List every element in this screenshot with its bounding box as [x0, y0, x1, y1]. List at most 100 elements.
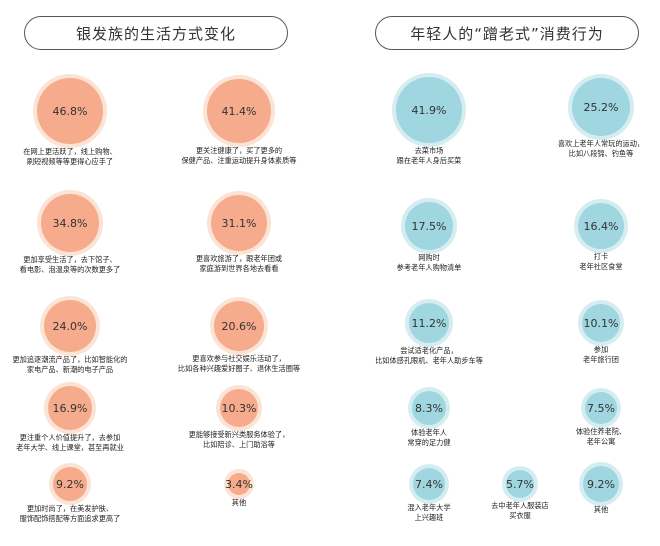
bubble-caption-line: 服饰配饰搭配等方面追求更高了	[20, 514, 121, 523]
bubble-caption-line: 体验住养老院、	[576, 427, 626, 436]
bubble	[37, 78, 103, 144]
bubble	[572, 78, 630, 136]
bubble-caption-line: 老年旅行团	[583, 355, 619, 364]
bubble-caption-line: 网购时	[418, 253, 440, 262]
bubble-caption-line: 更喜欢参与社交娱乐活动了，	[192, 354, 285, 363]
bubble-value-label: 17.5%	[412, 220, 447, 233]
bubble-value-label: 16.4%	[584, 220, 619, 233]
bubble-caption-line: 比如八段锦、钓鱼等	[569, 149, 634, 158]
bubble-value-label: 3.4%	[225, 478, 253, 491]
bubble-value-label: 34.8%	[53, 217, 88, 230]
bubble-value-label: 7.4%	[415, 478, 443, 491]
bubble-value-label: 8.3%	[415, 402, 443, 415]
bubble-caption-line: 保健产品、注重运动提升身体素质等	[181, 156, 296, 165]
bubble-value-label: 9.2%	[56, 478, 84, 491]
bubble-caption-line: 喜欢上老年人常玩的运动，	[558, 139, 644, 148]
bubble-value-label: 20.6%	[222, 320, 257, 333]
bubble-value-label: 7.5%	[587, 402, 615, 415]
left-panel-title: 银发族的生活方式变化	[24, 16, 288, 50]
bubble-value-label: 31.1%	[222, 217, 257, 230]
bubble-caption-line: 比如体感孔眼机、老年人助步车等	[375, 356, 483, 365]
bubble-caption-line: 老年大学、线上课堂，甚至再就业	[16, 443, 124, 452]
bubble-caption-line: 老年公寓	[587, 437, 616, 446]
right-bubble-item: 11.2% 尝试适老化产品，比如体感孔眼机、老年人助步车等	[375, 299, 483, 365]
bubble-value-label: 10.1%	[584, 317, 619, 330]
bubble	[583, 466, 619, 502]
bubble	[53, 467, 87, 501]
bubble-caption-line: 去菜市场	[415, 146, 444, 155]
bubble-caption-line: 其他	[594, 505, 608, 514]
bubble-caption-line: 刷短视频等等更得心应手了	[27, 157, 113, 166]
bubble-caption-line: 比如陪诊、上门助浴等	[203, 440, 275, 449]
bubble	[506, 470, 534, 498]
left-bubble-item: 3.4% 其他	[224, 469, 254, 507]
bubble-caption-line: 家电产品、新潮的电子产品	[27, 365, 113, 374]
bubble	[409, 303, 449, 343]
bubble-caption-line: 上兴趣班	[415, 513, 444, 522]
right-bubble-item: 7.5% 体验住养老院、老年公寓	[576, 388, 626, 446]
bubble-caption-line: 老年社区食堂	[579, 262, 622, 271]
bubble-caption-line: 买衣服	[509, 511, 531, 520]
right-bubble-item: 9.2% 其他	[579, 462, 623, 514]
left-bubble-item: 20.6% 更喜欢参与社交娱乐活动了，比如各种兴趣爱好圈子、退休生活圈等	[178, 297, 300, 373]
bubble-value-label: 9.2%	[587, 478, 615, 491]
bubble-value-label: 46.8%	[53, 105, 88, 118]
bubble	[578, 203, 624, 249]
bubble	[228, 473, 250, 495]
bubble-caption-line: 更加时尚了，在美发护肤、	[27, 504, 113, 513]
bubble-caption-line: 混入老年大学	[407, 503, 450, 512]
bubble-caption-line: 在网上更活跃了，线上购物、	[23, 147, 116, 156]
right-panel-title: 年轻人的“蹭老式”消费行为	[375, 16, 639, 50]
bubble-caption-line: 跟在老年人身后买菜	[397, 156, 462, 165]
bubble-value-label: 24.0%	[53, 320, 88, 333]
bubble	[214, 301, 264, 351]
bubble-caption-line: 看电影、泡温泉等的次数更多了	[20, 265, 121, 274]
bubble	[405, 202, 453, 250]
bubble	[582, 304, 620, 342]
bubble	[413, 468, 445, 500]
bubble-caption-line: 其他	[232, 498, 246, 507]
bubble-caption-line: 更喜欢旅游了，跟老年团或	[196, 254, 282, 263]
bubble	[220, 389, 258, 427]
bubble-caption-line: 常穿的足力健	[407, 438, 450, 447]
left-bubble-item: 46.8% 在网上更活跃了，线上购物、刷短视频等等更得心应手了	[23, 74, 117, 166]
bubble-caption-line: 比如各种兴趣爱好圈子、退休生活圈等	[178, 364, 300, 373]
bubble-caption-line: 参考老年人购物清单	[397, 263, 462, 272]
bubble-caption-line: 打卡	[594, 252, 608, 261]
bubble-caption-line: 尝试适老化产品，	[400, 346, 458, 355]
bubble	[396, 77, 462, 143]
bubble-caption-line: 更注重个人价值提升了，去参加	[20, 433, 121, 442]
bubble	[585, 392, 617, 424]
bubble	[211, 195, 267, 251]
bubble-caption-line: 参加	[594, 345, 608, 354]
bubble-caption-line: 更关注健康了，买了更多的	[196, 146, 282, 155]
bubble	[207, 79, 271, 143]
left-bubble-item: 10.3% 更能够接受新兴类服务体验了，比如陪诊、上门助浴等	[189, 385, 290, 449]
bubble-value-label: 41.9%	[412, 104, 447, 117]
right-bubble-item: 25.2% 喜欢上老年人常玩的运动，比如八段锦、钓鱼等	[558, 74, 644, 158]
bubble	[41, 194, 99, 252]
bubble-caption-line: 更能够接受新兴类服务体验了，	[189, 430, 290, 439]
bubble-value-label: 5.7%	[506, 478, 534, 491]
bubble-caption-line: 体验老年人	[411, 428, 447, 437]
bubble-caption-line: 更加追逐潮流产品了，比如智能化的	[12, 355, 127, 364]
bubble-value-label: 11.2%	[412, 317, 447, 330]
bubble-value-label: 25.2%	[584, 101, 619, 114]
bubble-value-label: 10.3%	[222, 402, 257, 415]
bubble-caption-line: 去中老年人服装店	[491, 501, 549, 510]
bubble	[44, 300, 96, 352]
bubble-caption-line: 家庭游到世界各地去看看	[199, 264, 278, 273]
left-bubble-item: 34.8% 更加享受生活了，去下馆子、看电影、泡温泉等的次数更多了	[20, 190, 121, 274]
left-bubble-item: 9.2% 更加时尚了，在美发护肤、服饰配饰搭配等方面追求更高了	[20, 463, 121, 523]
